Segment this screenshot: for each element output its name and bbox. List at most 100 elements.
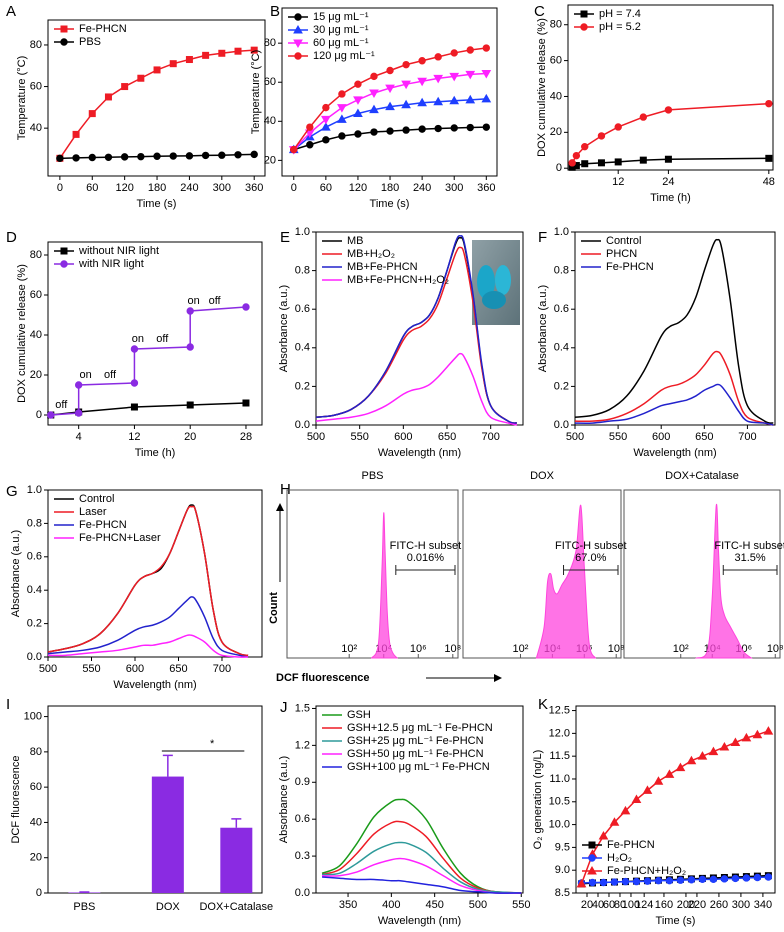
data-point	[104, 153, 113, 161]
data-point	[698, 875, 707, 884]
data-point	[632, 877, 641, 886]
x-tick-label: 124	[635, 899, 653, 911]
photo-blob	[477, 265, 495, 299]
data-point	[433, 96, 444, 106]
y-tick-label: 60	[30, 289, 42, 301]
y-tick-label: 1.0	[554, 226, 569, 238]
plot-frame	[47, 19, 266, 177]
y-tick-label: 0.6	[554, 303, 569, 315]
x-tick-label: DOX+Catalase	[199, 901, 273, 913]
data-point	[386, 66, 394, 75]
data-point	[481, 93, 492, 103]
series-line	[47, 596, 249, 658]
series-line	[322, 876, 522, 894]
x-tick-label: 650	[169, 663, 187, 675]
data-point	[614, 123, 622, 131]
series-line	[574, 350, 774, 426]
legend-label: pH = 7.4	[599, 8, 641, 20]
data-point	[708, 746, 719, 756]
panel-letter: F	[538, 229, 547, 246]
x-tick-label: 550	[609, 431, 627, 443]
y-tick-label: 0.2	[27, 618, 42, 630]
x-tick-label: 40	[592, 899, 604, 911]
legend-label: H₂O₂	[607, 852, 632, 864]
legend-label: PBS	[79, 36, 101, 48]
legend-label: with NIR light	[78, 258, 144, 270]
y-tick-label: 12.5	[549, 704, 570, 716]
x-tick-label: 360	[245, 182, 263, 194]
data-point	[665, 876, 674, 885]
x-tick-label: 600	[126, 663, 144, 675]
legend-label: Control	[79, 493, 114, 505]
data-point	[185, 152, 194, 160]
x-tick-label: 500	[566, 431, 584, 443]
y-tick-label: 0.4	[27, 584, 42, 596]
legend-label: Laser	[79, 506, 107, 518]
legend-label: Fe-PHCN	[606, 261, 654, 273]
y-tick-label: 0.0	[554, 419, 569, 431]
y-tick-label: 80	[264, 37, 276, 49]
x-tick-label: 10⁸	[444, 643, 461, 655]
y-tick-label: 1.0	[27, 484, 42, 496]
panel-letter: I	[6, 696, 10, 713]
x-tick-label: 240	[180, 182, 198, 194]
legend-label: pH = 5.2	[599, 21, 641, 33]
legend-marker	[293, 24, 303, 34]
data-point	[153, 66, 161, 74]
series-line	[50, 306, 247, 416]
data-point	[466, 46, 474, 54]
y-tick-label: 40	[30, 329, 42, 341]
data-point	[765, 154, 773, 162]
data-point	[185, 56, 193, 64]
y-tick-label: 0.4	[554, 342, 569, 354]
data-point	[47, 411, 55, 419]
x-tick-label: 450	[425, 899, 443, 911]
y-tick-label: 1.0	[295, 226, 310, 238]
x-tick-label: 700	[738, 431, 756, 443]
y-tick-label: 0.8	[295, 265, 310, 277]
x-tick-label: 160	[655, 899, 673, 911]
photo-blob	[495, 265, 511, 295]
annotation: off	[104, 369, 117, 381]
x-tick-label: PBS	[73, 901, 95, 913]
y-axis-label: DOX cumulative release (%)	[16, 264, 28, 403]
data-point	[385, 101, 395, 111]
data-point	[242, 399, 250, 407]
data-point	[186, 401, 194, 409]
error-bar	[162, 754, 173, 777]
annotation: off	[55, 399, 68, 411]
panel-letter: E	[280, 229, 290, 246]
bar	[220, 827, 253, 893]
x-tick-label: 60	[603, 899, 615, 911]
data-point	[338, 132, 346, 140]
x-tick-label: 650	[695, 431, 713, 443]
data-point	[482, 123, 491, 131]
data-point	[137, 152, 145, 161]
data-point	[306, 141, 314, 149]
x-tick-label: DOX	[156, 901, 181, 913]
data-point	[742, 874, 751, 882]
data-point	[153, 152, 161, 160]
y-axis-label: Absorbance (a.u.)	[537, 285, 549, 372]
y-tick-label: 0.6	[27, 551, 42, 563]
data-point	[588, 878, 597, 887]
data-point	[568, 159, 576, 167]
legend-marker	[60, 247, 68, 255]
y-tick-label: 0.8	[27, 517, 42, 529]
data-point	[653, 776, 664, 785]
plot-frame	[315, 705, 524, 894]
data-point	[354, 130, 362, 138]
data-point	[322, 136, 330, 144]
data-point	[763, 726, 774, 735]
x-tick-label: 600	[652, 431, 670, 443]
panel-letter: J	[280, 699, 288, 716]
data-point	[72, 154, 80, 162]
legend-marker	[60, 25, 68, 33]
x-tick-label: 10²	[513, 643, 529, 655]
data-point	[186, 343, 194, 351]
data-point	[234, 151, 242, 159]
y-tick-label: 9.0	[555, 864, 570, 876]
data-point	[675, 762, 686, 772]
data-point	[720, 875, 729, 883]
legend-label: Fe-PHCN	[79, 519, 127, 531]
